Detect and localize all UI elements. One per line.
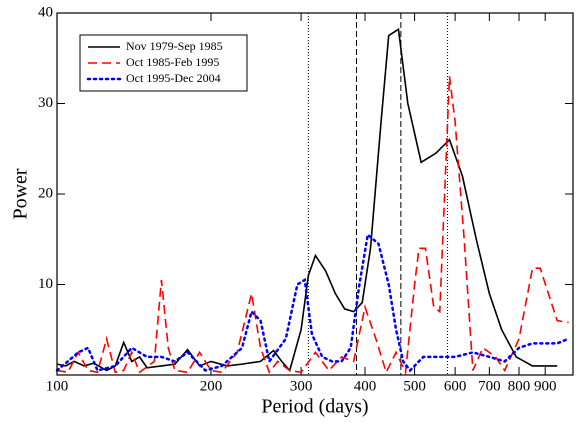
x-tick-label: 200 <box>200 378 223 394</box>
series-line <box>56 76 569 376</box>
plot-frame <box>56 12 574 376</box>
x-tick-label: 300 <box>290 378 313 394</box>
series-line <box>56 27 558 373</box>
legend-label: Oct 1985-Feb 1995 <box>126 55 219 69</box>
y-tick-label: 30 <box>38 95 53 111</box>
y-tick-label: 40 <box>38 4 53 20</box>
x-tick-label: 900 <box>534 378 557 394</box>
x-axis-label: Period (days) <box>261 396 368 418</box>
y-axis-label: Power <box>10 168 32 219</box>
series-line <box>55 232 570 373</box>
y-tick-label: 10 <box>38 276 53 292</box>
legend-label: Oct 1995-Dec 2004 <box>126 71 221 85</box>
x-tick-label: 800 <box>508 378 531 394</box>
y-tick-label: 20 <box>38 185 53 201</box>
x-tick-label: 400 <box>354 378 377 394</box>
x-tick-label: 700 <box>478 378 501 394</box>
x-tick-label: 100 <box>46 378 69 394</box>
x-tick-label: 600 <box>444 378 467 394</box>
x-tick-label: 500 <box>403 378 426 394</box>
legend-label: Nov 1979-Sep 1985 <box>126 39 223 53</box>
